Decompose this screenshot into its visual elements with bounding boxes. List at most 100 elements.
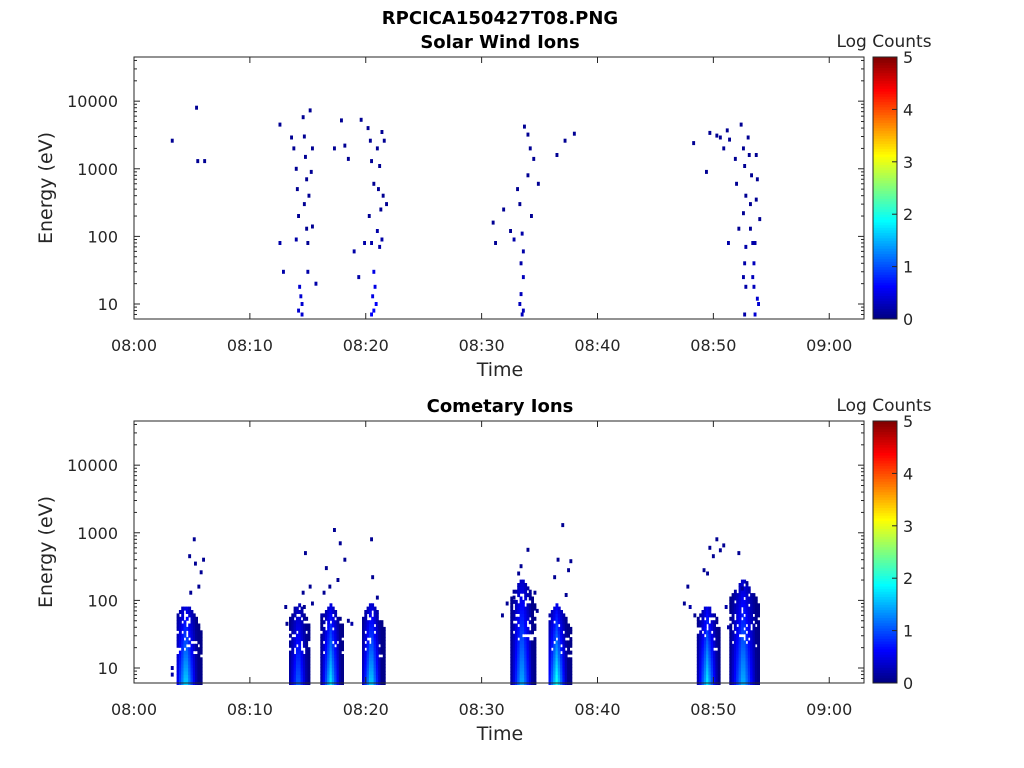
heatmap-cell — [293, 654, 297, 658]
heatmap-cell — [560, 674, 563, 679]
heatmap-cell — [362, 630, 365, 635]
heatmap-cell — [738, 593, 742, 598]
heatmap-cell — [699, 664, 703, 669]
heatmap-cell — [331, 660, 335, 665]
heatmap-cell — [560, 647, 563, 652]
heatmap-cell — [197, 654, 201, 658]
heatmap-cell — [745, 677, 749, 682]
heatmap-cell — [324, 640, 328, 645]
heatmap-cell — [751, 241, 755, 245]
heatmap-cell — [567, 623, 570, 628]
heatmap-cell — [557, 674, 561, 679]
heatmap-cell — [747, 650, 751, 655]
heatmap-cell — [750, 633, 753, 638]
heatmap-cell — [336, 677, 340, 682]
heatmap-cell — [757, 623, 760, 628]
heatmap-cell — [533, 674, 537, 679]
heatmap-cell — [531, 620, 534, 625]
heatmap-cell — [717, 670, 721, 675]
heatmap-cell — [371, 637, 375, 642]
heatmap-cell — [293, 610, 297, 614]
heatmap-cell — [514, 640, 518, 645]
heatmap-cell — [548, 637, 552, 642]
heatmap-cell — [183, 643, 187, 648]
heatmap-cell — [195, 616, 198, 621]
heatmap-cell — [192, 616, 196, 621]
heatmap-cell — [178, 654, 182, 658]
heatmap-cell — [298, 660, 302, 665]
heatmap-cell — [731, 637, 735, 642]
heatmap-cell — [729, 633, 733, 638]
heatmap-cell — [333, 146, 336, 151]
colorbar-swatch — [873, 565, 897, 569]
heatmap-cell — [176, 664, 180, 669]
heatmap-cell — [517, 633, 521, 638]
heatmap-cell — [747, 670, 751, 675]
heatmap-cell — [192, 620, 196, 625]
heatmap-cell — [300, 637, 304, 642]
heatmap-cell — [715, 670, 719, 675]
heatmap-cell — [178, 643, 182, 648]
heatmap-cell — [733, 654, 737, 658]
colorbar-swatch — [873, 185, 897, 189]
heatmap-cell — [710, 667, 714, 672]
heatmap-cell — [519, 637, 523, 642]
heatmap-cell — [512, 589, 516, 594]
colorbar-tick-label: 1 — [903, 258, 913, 277]
heatmap-cell — [715, 643, 719, 648]
heatmap-cell — [178, 633, 182, 638]
heatmap-cell — [341, 660, 344, 665]
heatmap-cell — [517, 583, 521, 587]
heatmap-cell — [176, 623, 180, 628]
heatmap-cell — [366, 623, 370, 628]
heatmap-cell — [370, 241, 373, 245]
colorbar-swatch — [873, 452, 897, 456]
heatmap-cell — [708, 623, 712, 628]
heatmap-cell — [298, 637, 302, 642]
colorbar-swatch — [873, 596, 897, 600]
heatmap-cell — [752, 603, 756, 608]
x-axis-label-cometary: Time — [476, 723, 524, 745]
heatmap-cell — [176, 633, 180, 638]
heatmap-cell — [733, 603, 737, 608]
heatmap-cell — [521, 589, 525, 594]
heatmap-cell — [183, 670, 187, 675]
heatmap-cell — [291, 660, 295, 665]
heatmap-cell — [334, 633, 338, 638]
heatmap-cell — [524, 630, 528, 635]
heatmap-cell — [341, 623, 344, 628]
heatmap-cell — [322, 667, 326, 672]
heatmap-cell — [701, 640, 705, 645]
heatmap-cell — [378, 640, 382, 645]
heatmap-cell — [371, 633, 375, 638]
colorbar-swatch — [873, 72, 897, 76]
heatmap-cell — [324, 664, 328, 669]
heatmap-cell — [736, 643, 740, 648]
heatmap-cell — [696, 620, 700, 625]
heatmap-cell — [550, 616, 554, 621]
colorbar-swatch — [873, 88, 897, 92]
heatmap-cell — [190, 654, 194, 658]
heatmap-cell — [699, 670, 703, 675]
heatmap-cell — [327, 657, 331, 662]
heatmap-cell — [528, 146, 532, 151]
heatmap-cell — [555, 603, 559, 608]
heatmap-cell — [747, 654, 751, 658]
heatmap-cell — [731, 630, 735, 635]
heatmap-cell — [731, 674, 735, 679]
heatmap-cell — [708, 633, 712, 638]
heatmap-cell — [729, 599, 733, 604]
heatmap-cell — [324, 630, 328, 635]
colorbar-swatch — [873, 580, 897, 584]
heatmap-cell — [752, 677, 756, 682]
heatmap-cell — [729, 630, 733, 635]
heatmap-cell — [373, 650, 377, 655]
heatmap-cell — [745, 670, 749, 675]
heatmap-cell — [331, 670, 335, 675]
heatmap-cell — [188, 660, 192, 665]
heatmap-cell — [521, 630, 525, 635]
colorbar-swatch — [873, 677, 897, 681]
heatmap-cell — [371, 674, 375, 679]
heatmap-cell — [750, 616, 753, 621]
heatmap-cell — [510, 606, 514, 611]
